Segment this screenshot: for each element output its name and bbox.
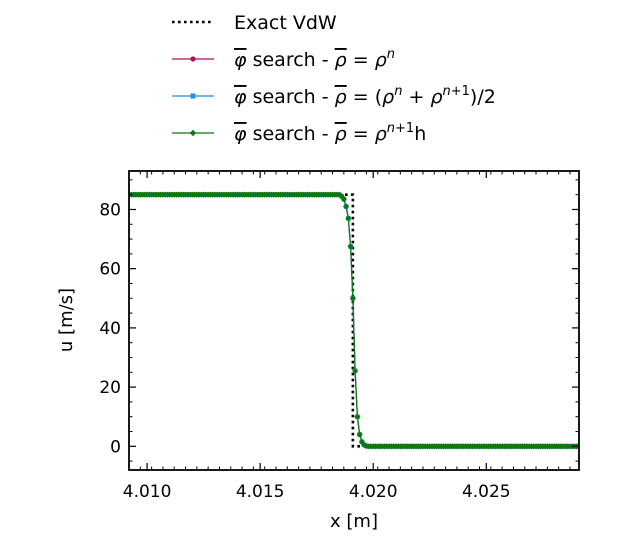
data-point-3 bbox=[347, 243, 354, 250]
plot-frame bbox=[128, 170, 580, 471]
series-layer bbox=[129, 191, 579, 450]
data-point-3 bbox=[354, 413, 361, 420]
legend-label-exact: Exact VdW bbox=[234, 12, 337, 34]
x-tick-label: 4.025 bbox=[462, 482, 511, 502]
series-line-3 bbox=[129, 194, 579, 447]
legend-label-rho-n: φ search - ρ = ρn bbox=[234, 47, 395, 71]
legend-label-rho-avg: φ search - ρ = (ρn + ρn+1)/2 bbox=[234, 84, 496, 108]
y-tick-label: 80 bbox=[99, 200, 121, 220]
legend-marker-rho-n bbox=[190, 56, 196, 62]
legend: Exact VdW φ search - ρ = ρn φ search - ρ… bbox=[172, 12, 496, 145]
data-point-3 bbox=[356, 431, 363, 438]
data-point-3 bbox=[345, 215, 352, 222]
y-tick-label: 40 bbox=[99, 319, 121, 339]
y-tick-label: 0 bbox=[110, 437, 121, 457]
legend-marker-rho-np1h bbox=[189, 129, 197, 137]
data-point-3 bbox=[349, 295, 356, 302]
data-point-3 bbox=[340, 196, 347, 203]
legend-marker-rho-avg bbox=[190, 93, 196, 99]
x-tick-label: 4.020 bbox=[349, 482, 398, 502]
ticks-layer: 4.010 4.015 4.020 4.025 0 20 40 60 80 bbox=[99, 171, 579, 502]
y-axis-label: u [m/s] bbox=[56, 288, 77, 352]
y-tick-label: 20 bbox=[99, 378, 121, 398]
legend-label-rho-np1h: φ search - ρ = ρn+1h bbox=[234, 121, 426, 145]
x-tick-label: 4.015 bbox=[236, 482, 285, 502]
data-point-3 bbox=[361, 441, 368, 448]
data-point-3 bbox=[342, 203, 350, 210]
data-point-3 bbox=[358, 438, 366, 445]
data-point-3 bbox=[352, 367, 359, 374]
x-tick-label: 4.010 bbox=[123, 482, 172, 502]
y-tick-label: 60 bbox=[99, 260, 121, 280]
x-axis-label: x [m] bbox=[330, 511, 378, 532]
